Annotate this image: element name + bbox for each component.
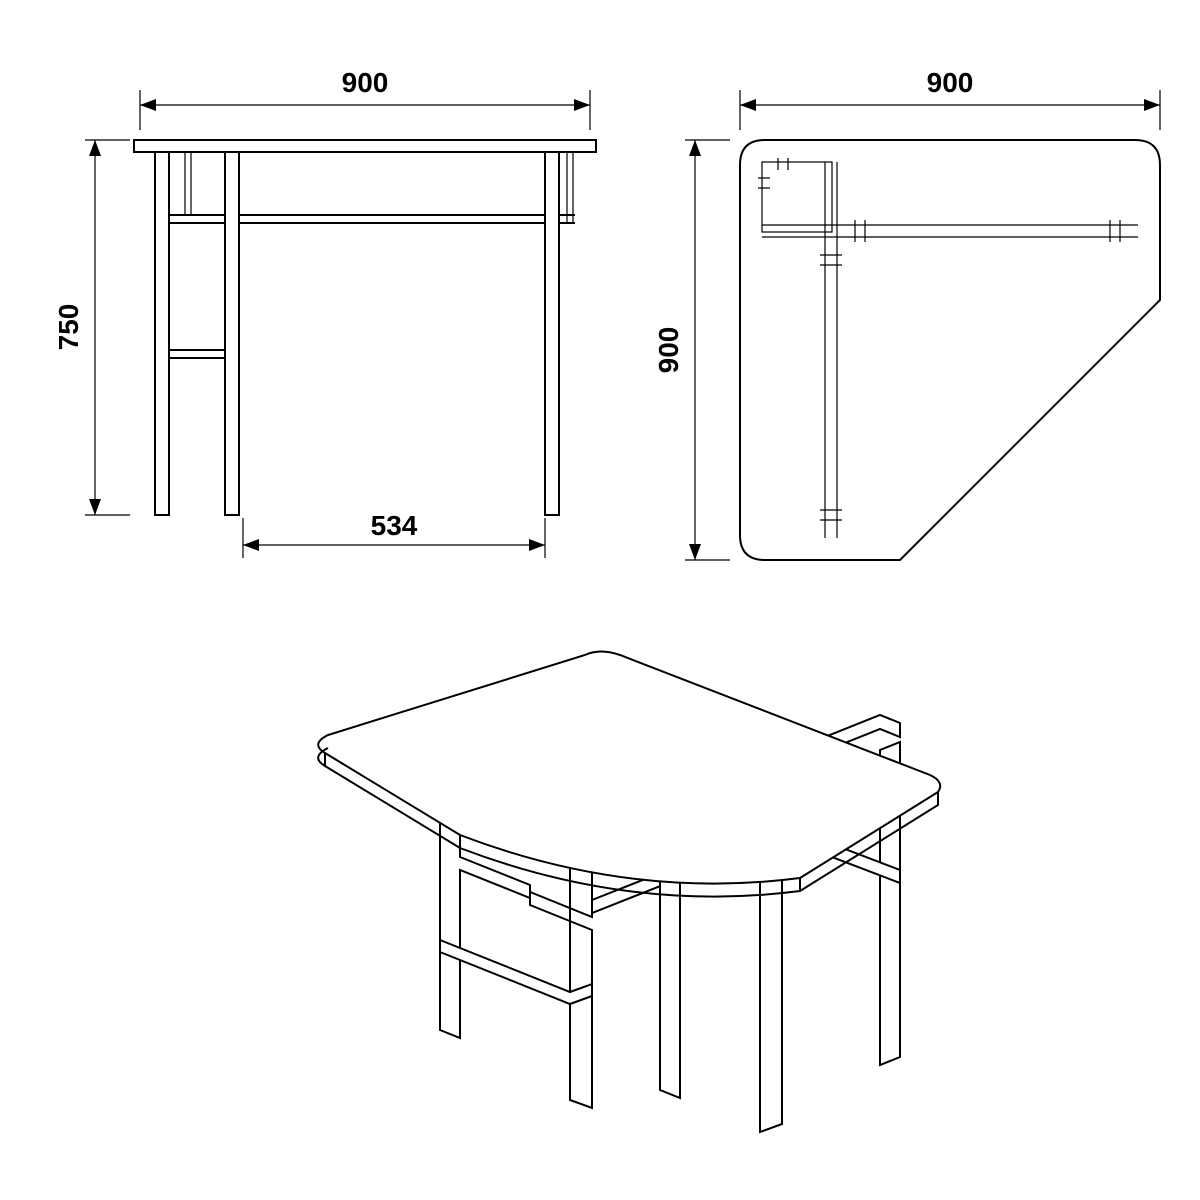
dim-top-depth: 900 [653,140,730,560]
front-left-panel-inner [225,152,239,515]
front-left-panel-outer [155,152,169,515]
front-right-panel [545,152,559,515]
dim-front-height: 750 [53,140,130,515]
dim-front-inner: 534 [243,510,545,558]
dim-front-width: 900 [140,67,590,130]
front-tabletop [134,140,596,152]
dim-label: 900 [342,67,389,98]
dim-label: 900 [653,327,684,374]
top-outline [740,140,1160,560]
isometric-view [318,652,940,1133]
iso-tabletop [318,652,940,884]
dim-label: 900 [927,67,974,98]
dim-top-width: 900 [740,67,1160,130]
top-plan-view: 900 900 [653,67,1160,560]
dim-label: 750 [53,304,84,351]
front-elevation-view: 900 750 534 [53,67,596,558]
dim-label: 534 [371,510,418,541]
